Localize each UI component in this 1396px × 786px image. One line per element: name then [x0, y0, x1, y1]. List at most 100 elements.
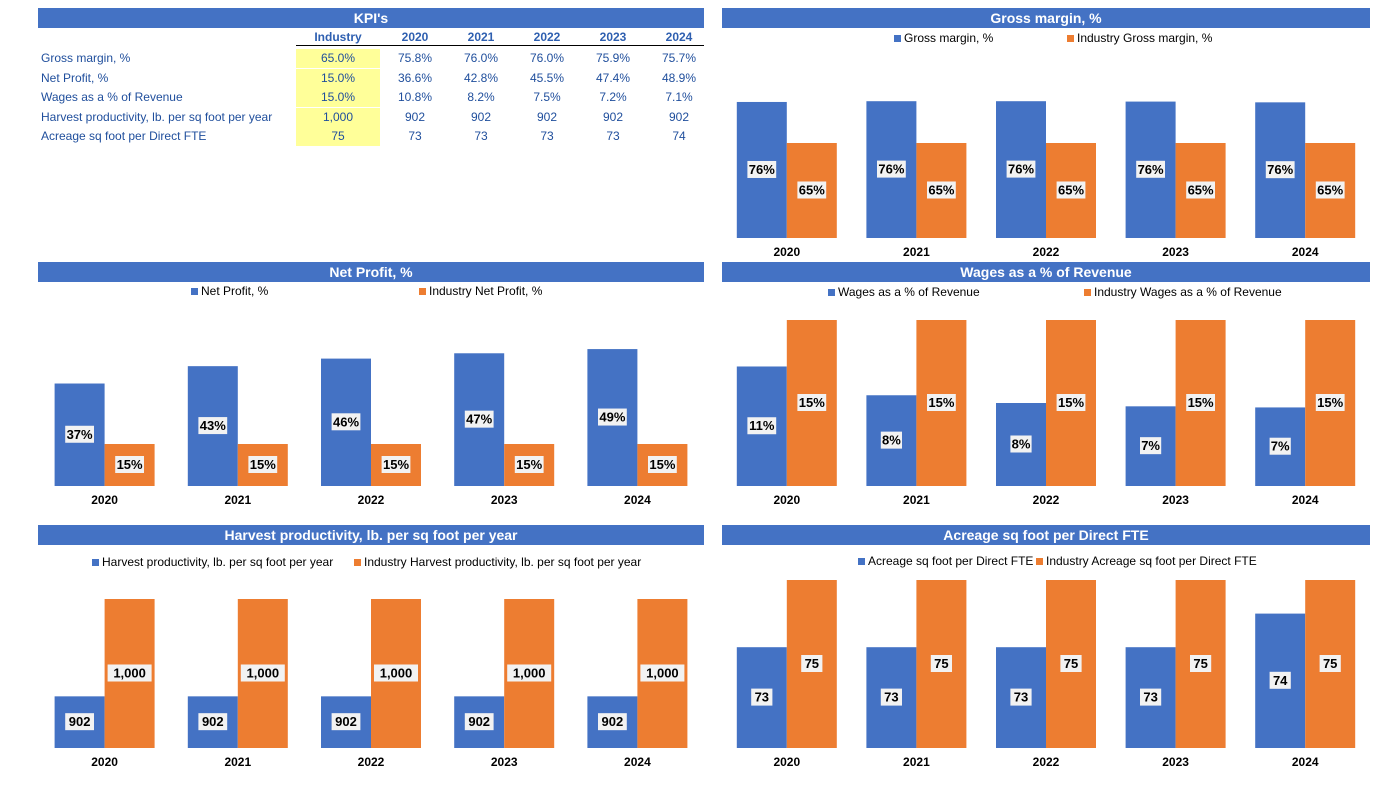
data-label-bg — [877, 160, 906, 178]
gross-margin-chart: Gross margin, % Gross margin, % Industry … — [722, 8, 1370, 260]
data-label: 15% — [250, 457, 276, 472]
bar-group: 8% 15% 2021 — [866, 320, 967, 507]
kpi-value-cell: 47.4% — [595, 70, 631, 85]
kpi-industry-cell: 15.0% — [296, 68, 380, 88]
kpi-value-cell: 75.9% — [595, 51, 631, 65]
data-label-bg — [751, 688, 773, 706]
kpi-header-rule — [296, 45, 704, 46]
data-label-bg — [598, 408, 627, 426]
data-label-bg — [1060, 655, 1082, 672]
net-profit-plot: Net Profit, % Industry Net Profit, % 37% 15… — [54, 284, 688, 507]
kpi-value-cell: 75.8% — [397, 51, 433, 65]
kpi-value-cell: 36.6% — [397, 70, 433, 85]
harvest-plot: Harvest productivity, lb. per sq foot pe… — [54, 555, 688, 769]
x-tick-label: 2020 — [773, 245, 800, 259]
chart-title: Gross margin, % — [722, 8, 1370, 28]
legend-swatch-blue — [858, 558, 865, 565]
kpi-industry-cell: 1,000 — [296, 107, 380, 127]
data-label: 49% — [599, 410, 625, 425]
x-tick-label: 2022 — [1033, 493, 1060, 507]
data-label: 76% — [878, 162, 904, 177]
kpi-value-cell: 902 — [536, 109, 558, 124]
chart-legend: Wages as a % of Revenue Industry Wages as… — [828, 285, 1282, 299]
data-label-bg — [1269, 671, 1291, 689]
data-label: 73 — [755, 690, 769, 705]
kpi-value-cell: 902 — [668, 109, 690, 124]
x-tick-label: 2020 — [91, 493, 118, 507]
kpi-value-cell: 902 — [404, 109, 426, 124]
x-tick-label: 2023 — [1162, 245, 1189, 259]
data-label: 73 — [1014, 690, 1028, 705]
kpi-col-header: 2021 — [467, 30, 495, 44]
x-tick-label: 2022 — [1033, 245, 1060, 259]
data-label: 15% — [1317, 395, 1343, 410]
gross-margin-plot: Gross margin, % Industry Gross margin, % 7… — [736, 31, 1356, 259]
data-label: 15% — [516, 457, 542, 472]
bar-group: 902 1,000 2023 — [454, 599, 555, 769]
legend-label: Industry Harvest productivity, lb. per s… — [364, 555, 641, 569]
kpi-table: KPI's Industry 2020 2021 2022 2023 2024 Gross … — [38, 8, 704, 168]
data-label: 15% — [383, 457, 409, 472]
chart-legend: Acreage sq foot per Direct FTE Industry A… — [858, 554, 1257, 568]
chart-title: Acreage sq foot per Direct FTE — [722, 525, 1370, 545]
data-label: 75 — [805, 656, 819, 671]
data-label: 15% — [1058, 395, 1084, 410]
x-tick-label: 2023 — [1162, 493, 1189, 507]
bar-group: 47% 15% 2023 — [454, 353, 555, 507]
data-label: 902 — [69, 714, 91, 729]
data-label-bg — [648, 456, 677, 473]
legend-label: Wages as a % of Revenue — [838, 285, 980, 299]
data-label-bg — [381, 456, 411, 473]
kpi-value-cell: 10.8% — [397, 90, 433, 104]
kpi-value-cell: 8.2% — [467, 90, 495, 104]
data-label-bg — [598, 713, 627, 731]
kpi-title: KPI's — [38, 8, 704, 28]
x-tick-label: 2020 — [773, 493, 800, 507]
legend-swatch-orange — [419, 288, 426, 295]
x-tick-label: 2024 — [1292, 493, 1319, 507]
kpi-value-cell: 902 — [602, 109, 624, 124]
x-tick-label: 2021 — [903, 493, 930, 507]
kpi-value-cell: 7.5% — [533, 90, 561, 104]
x-tick-label: 2023 — [491, 493, 518, 507]
legend-swatch-orange — [354, 559, 361, 566]
bar-group: 73 75 2021 — [866, 580, 967, 769]
kpi-value-cell: 75.7% — [661, 51, 697, 65]
harvest-chart: Harvest productivity, lb. per sq foot pe… — [38, 525, 704, 779]
bar-group: 49% 15% 2024 — [587, 349, 688, 507]
x-tick-label: 2022 — [358, 755, 385, 769]
x-tick-label: 2020 — [91, 755, 118, 769]
x-tick-label: 2021 — [903, 245, 930, 259]
kpi-industry-cell: 65.0% — [296, 49, 380, 68]
data-label-bg — [464, 713, 494, 731]
bar-group: 37% 15% 2020 — [54, 383, 155, 507]
bar-group: 7% 15% 2023 — [1125, 320, 1226, 507]
chart-title: Wages as a % of Revenue — [722, 262, 1370, 282]
x-tick-label: 2024 — [1292, 245, 1319, 259]
x-tick-label: 2022 — [1033, 755, 1060, 769]
bar-group: 76% 65% 2023 — [1125, 101, 1226, 259]
legend-swatch-blue — [894, 35, 901, 42]
data-label-bg — [930, 655, 952, 672]
legend-label: Industry Acreage sq foot per Direct FTE — [1046, 554, 1257, 568]
kpi-value-cell: 73 — [474, 129, 488, 143]
data-label-bg — [880, 431, 902, 449]
legend-label: Industry Net Profit, % — [429, 284, 543, 298]
x-tick-label: 2022 — [358, 493, 385, 507]
bar-group: 76% 65% 2020 — [736, 101, 837, 259]
data-label: 76% — [1138, 162, 1164, 177]
chart-title: Harvest productivity, lb. per sq foot pe… — [38, 525, 704, 545]
data-label-bg — [464, 410, 494, 428]
data-label: 1,000 — [646, 666, 679, 681]
bar-group: 76% 65% 2022 — [996, 101, 1096, 259]
legend-swatch-orange — [1084, 289, 1091, 296]
data-label: 75 — [1193, 656, 1207, 671]
legend-label: Net Profit, % — [201, 284, 269, 298]
bar-group: 76% 65% 2024 — [1255, 102, 1356, 259]
x-tick-label: 2024 — [624, 493, 651, 507]
data-label-bg — [1190, 655, 1212, 672]
data-label: 15% — [117, 457, 143, 472]
data-label-bg — [1010, 435, 1032, 453]
data-label-bg — [240, 664, 285, 682]
data-label: 902 — [602, 714, 624, 729]
